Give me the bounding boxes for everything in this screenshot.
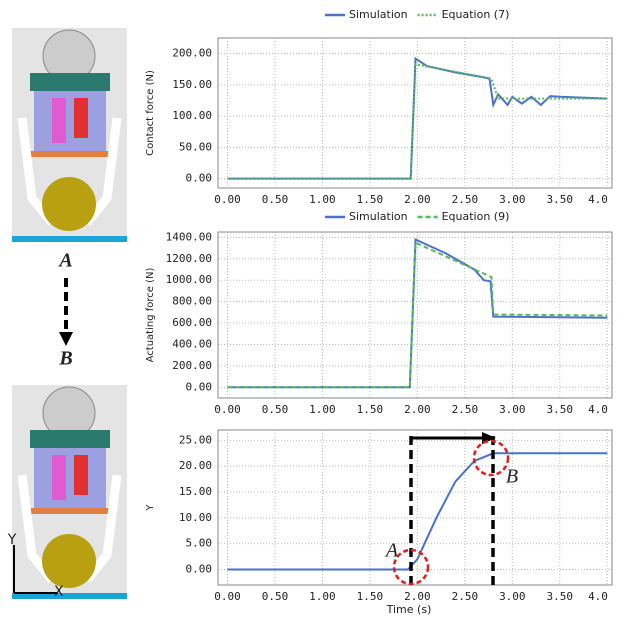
annotation: B bbox=[506, 466, 518, 488]
end-label: B bbox=[58, 348, 72, 370]
annotation: A bbox=[384, 540, 399, 562]
arrow-head bbox=[59, 332, 73, 346]
x-tick-label: 0.00 bbox=[214, 590, 241, 603]
legend-label: Simulation bbox=[349, 210, 408, 223]
x-tick-label: 4.0 bbox=[588, 590, 608, 603]
y-axis-title: Y bbox=[145, 504, 156, 512]
x-tick-label: 3.00 bbox=[499, 403, 526, 416]
x-tick-label: 2.50 bbox=[452, 403, 479, 416]
x-tick-label: 0.50 bbox=[262, 193, 289, 206]
x-tick-label: 1.50 bbox=[357, 403, 384, 416]
x-tick-label: 2.50 bbox=[452, 193, 479, 206]
y-tick-label: 200.00 bbox=[172, 47, 212, 60]
x-tick-label: 1.00 bbox=[309, 193, 336, 206]
y-tick-label: 0.00 bbox=[186, 380, 213, 393]
y-axis-title: Contact force (N) bbox=[145, 70, 156, 156]
x-tick-label: 2.00 bbox=[404, 403, 431, 416]
robot-start bbox=[12, 28, 127, 242]
x-tick-label: 3.50 bbox=[547, 193, 574, 206]
x-tick-label: 4.0 bbox=[588, 403, 608, 416]
x-tick-label: 1.00 bbox=[309, 590, 336, 603]
start-label: A bbox=[57, 250, 72, 272]
y-tick-label: 15.00 bbox=[179, 485, 212, 498]
y-tick-label: 0.00 bbox=[186, 563, 213, 576]
y-tick-label: 50.00 bbox=[179, 140, 212, 153]
y-tick-label: 100.00 bbox=[172, 109, 212, 122]
x-tick-label: 3.00 bbox=[499, 590, 526, 603]
legend-label: Simulation bbox=[349, 8, 408, 21]
legend-label: Equation (9) bbox=[442, 210, 510, 223]
y-tick-label: 200.00 bbox=[172, 359, 212, 372]
x-axis-label: X bbox=[54, 584, 64, 600]
y-axis-title: Actuating force (N) bbox=[145, 268, 156, 363]
y-tick-label: 1000.00 bbox=[166, 273, 212, 286]
x-axis-title: Time (s) bbox=[386, 603, 432, 616]
figure: A B Y X 0.0050.00100.00150.00200.000.000… bbox=[0, 0, 623, 619]
y-tick-label: 10.00 bbox=[179, 511, 212, 524]
x-tick-label: 3.50 bbox=[547, 403, 574, 416]
x-tick-label: 2.50 bbox=[452, 590, 479, 603]
x-tick-label: 2.00 bbox=[404, 590, 431, 603]
x-tick-label: 0.50 bbox=[262, 590, 289, 603]
x-tick-label: 1.00 bbox=[309, 403, 336, 416]
x-tick-label: 1.50 bbox=[357, 590, 384, 603]
robot-end bbox=[12, 385, 127, 599]
y-tick-label: 25.00 bbox=[179, 433, 212, 446]
y-tick-label: 5.00 bbox=[186, 537, 213, 550]
legend-label: Equation (7) bbox=[442, 8, 510, 21]
x-tick-label: 3.00 bbox=[499, 193, 526, 206]
x-tick-label: 4.0 bbox=[588, 193, 608, 206]
y-axis-label: Y bbox=[7, 532, 17, 548]
y-tick-label: 20.00 bbox=[179, 459, 212, 472]
y-tick-label: 150.00 bbox=[172, 78, 212, 91]
x-tick-label: 3.50 bbox=[547, 590, 574, 603]
y-tick-label: 1400.00 bbox=[166, 230, 212, 243]
x-tick-label: 0.50 bbox=[262, 403, 289, 416]
y-tick-label: 600.00 bbox=[172, 316, 212, 329]
x-tick-label: 1.50 bbox=[357, 193, 384, 206]
y-tick-label: 1200.00 bbox=[166, 252, 212, 265]
x-tick-label: 2.00 bbox=[404, 193, 431, 206]
x-tick-label: 0.00 bbox=[214, 193, 241, 206]
x-tick-label: 0.00 bbox=[214, 403, 241, 416]
y-tick-label: 0.00 bbox=[186, 172, 213, 185]
y-tick-label: 400.00 bbox=[172, 337, 212, 350]
y-tick-label: 800.00 bbox=[172, 295, 212, 308]
series-line bbox=[228, 59, 608, 179]
